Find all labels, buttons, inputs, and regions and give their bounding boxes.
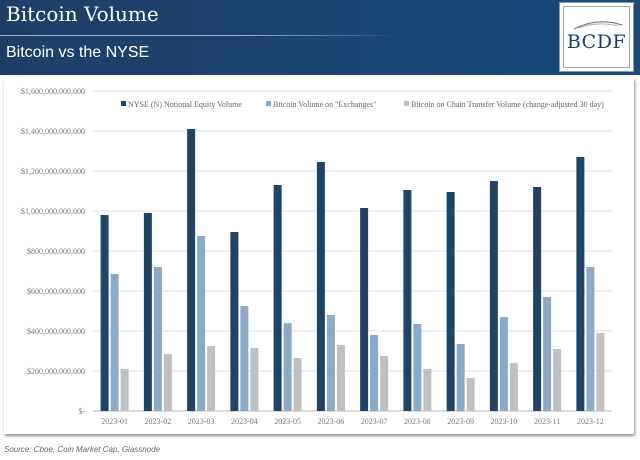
legend-swatch: [404, 101, 409, 106]
bar-chart: $- $200,000,000,000 $400,000,000,000 $600,0…: [21, 87, 612, 426]
bar-exchanges: [283, 323, 292, 411]
bar-nyse: [533, 187, 542, 411]
bar-exchanges: [370, 335, 379, 411]
x-tick-label: 2023-06: [318, 417, 345, 426]
bar-nyse: [446, 192, 455, 411]
bar-exchanges: [110, 274, 119, 411]
bar-chain: [336, 345, 345, 411]
bar-chain: [423, 369, 432, 411]
chart-panel: $- $200,000,000,000 $400,000,000,000 $600,0…: [4, 78, 634, 434]
bar-chain: [250, 348, 259, 411]
bar-chain: [207, 346, 216, 411]
x-tick-label: 2023-02: [145, 417, 172, 426]
bar-nyse: [403, 190, 412, 411]
bar-nyse: [100, 215, 109, 411]
bar-nyse: [316, 162, 325, 411]
bar-exchanges: [326, 315, 335, 411]
bar-nyse: [360, 208, 369, 411]
y-tick-label: $1,200,000,000,000: [21, 167, 85, 176]
x-tick-label: 2023-07: [361, 417, 388, 426]
y-tick-label: $800,000,000,000: [27, 247, 85, 256]
bar-exchanges: [586, 267, 595, 411]
bar-nyse: [187, 129, 196, 411]
bar-exchanges: [499, 317, 508, 411]
logo-swoosh-icon: [573, 21, 623, 30]
x-tick-label: 2023-09: [447, 417, 474, 426]
bar-exchanges: [543, 297, 552, 411]
bar-chain: [596, 333, 605, 411]
bar-chain: [120, 369, 129, 411]
slide-title: Bitcoin Volume: [6, 2, 159, 26]
bar-chain: [509, 363, 518, 411]
x-tick-label: 2023-08: [404, 417, 431, 426]
y-tick-label: $400,000,000,000: [27, 327, 85, 336]
logo-text: BCDF: [566, 31, 627, 53]
bar-chain: [293, 358, 302, 411]
bar-nyse: [273, 185, 282, 411]
x-tick-label: 2023-03: [188, 417, 215, 426]
bar-chain: [380, 356, 389, 411]
bar-exchanges: [240, 306, 249, 411]
legend-label: Bitcoin Volume on "Exchanges": [273, 100, 376, 109]
y-tick-label: $1,600,000,000,000: [21, 87, 85, 96]
source-note: Source: Cboe, Coin Market Cap, Glassnode: [4, 445, 161, 454]
bar-nyse: [489, 181, 498, 411]
x-tick-label: 2023-11: [534, 417, 560, 426]
header-divider: [0, 35, 400, 36]
slide-subtitle: Bitcoin vs the NYSE: [6, 44, 150, 61]
bar-chain: [466, 378, 475, 411]
bar-nyse: [576, 157, 585, 411]
legend-label: NYSE (N) Notional Equity Volume: [128, 100, 242, 109]
slide-header: Bitcoin Volume Bitcoin vs the NYSE BCDF: [0, 0, 640, 75]
legend-label: Bitcoin on Chain Transfer Volume (change…: [411, 100, 604, 109]
legend-swatch: [121, 101, 126, 106]
x-tick-label: 2023-04: [231, 417, 258, 426]
y-tick-label: $200,000,000,000: [27, 367, 85, 376]
bar-exchanges: [456, 344, 465, 411]
y-tick-label: $1,000,000,000,000: [21, 207, 85, 216]
x-tick-label: 2023-12: [577, 417, 604, 426]
x-tick-label: 2023-05: [274, 417, 301, 426]
bcdf-logo: BCDF: [559, 2, 634, 72]
x-tick-label: 2023-01: [101, 417, 128, 426]
y-tick-label: $600,000,000,000: [27, 287, 85, 296]
bar-exchanges: [197, 236, 206, 411]
x-tick-label: 2023-10: [491, 417, 518, 426]
legend-swatch: [266, 101, 271, 106]
y-tick-label: $1,400,000,000,000: [21, 127, 85, 136]
bar-exchanges: [153, 267, 162, 411]
logo-frame: [563, 6, 630, 68]
bar-chain: [163, 354, 172, 411]
y-tick-label: $-: [78, 407, 85, 416]
bar-nyse: [143, 213, 152, 411]
bar-exchanges: [413, 324, 422, 411]
bar-nyse: [230, 232, 239, 411]
bar-chain: [553, 349, 562, 411]
